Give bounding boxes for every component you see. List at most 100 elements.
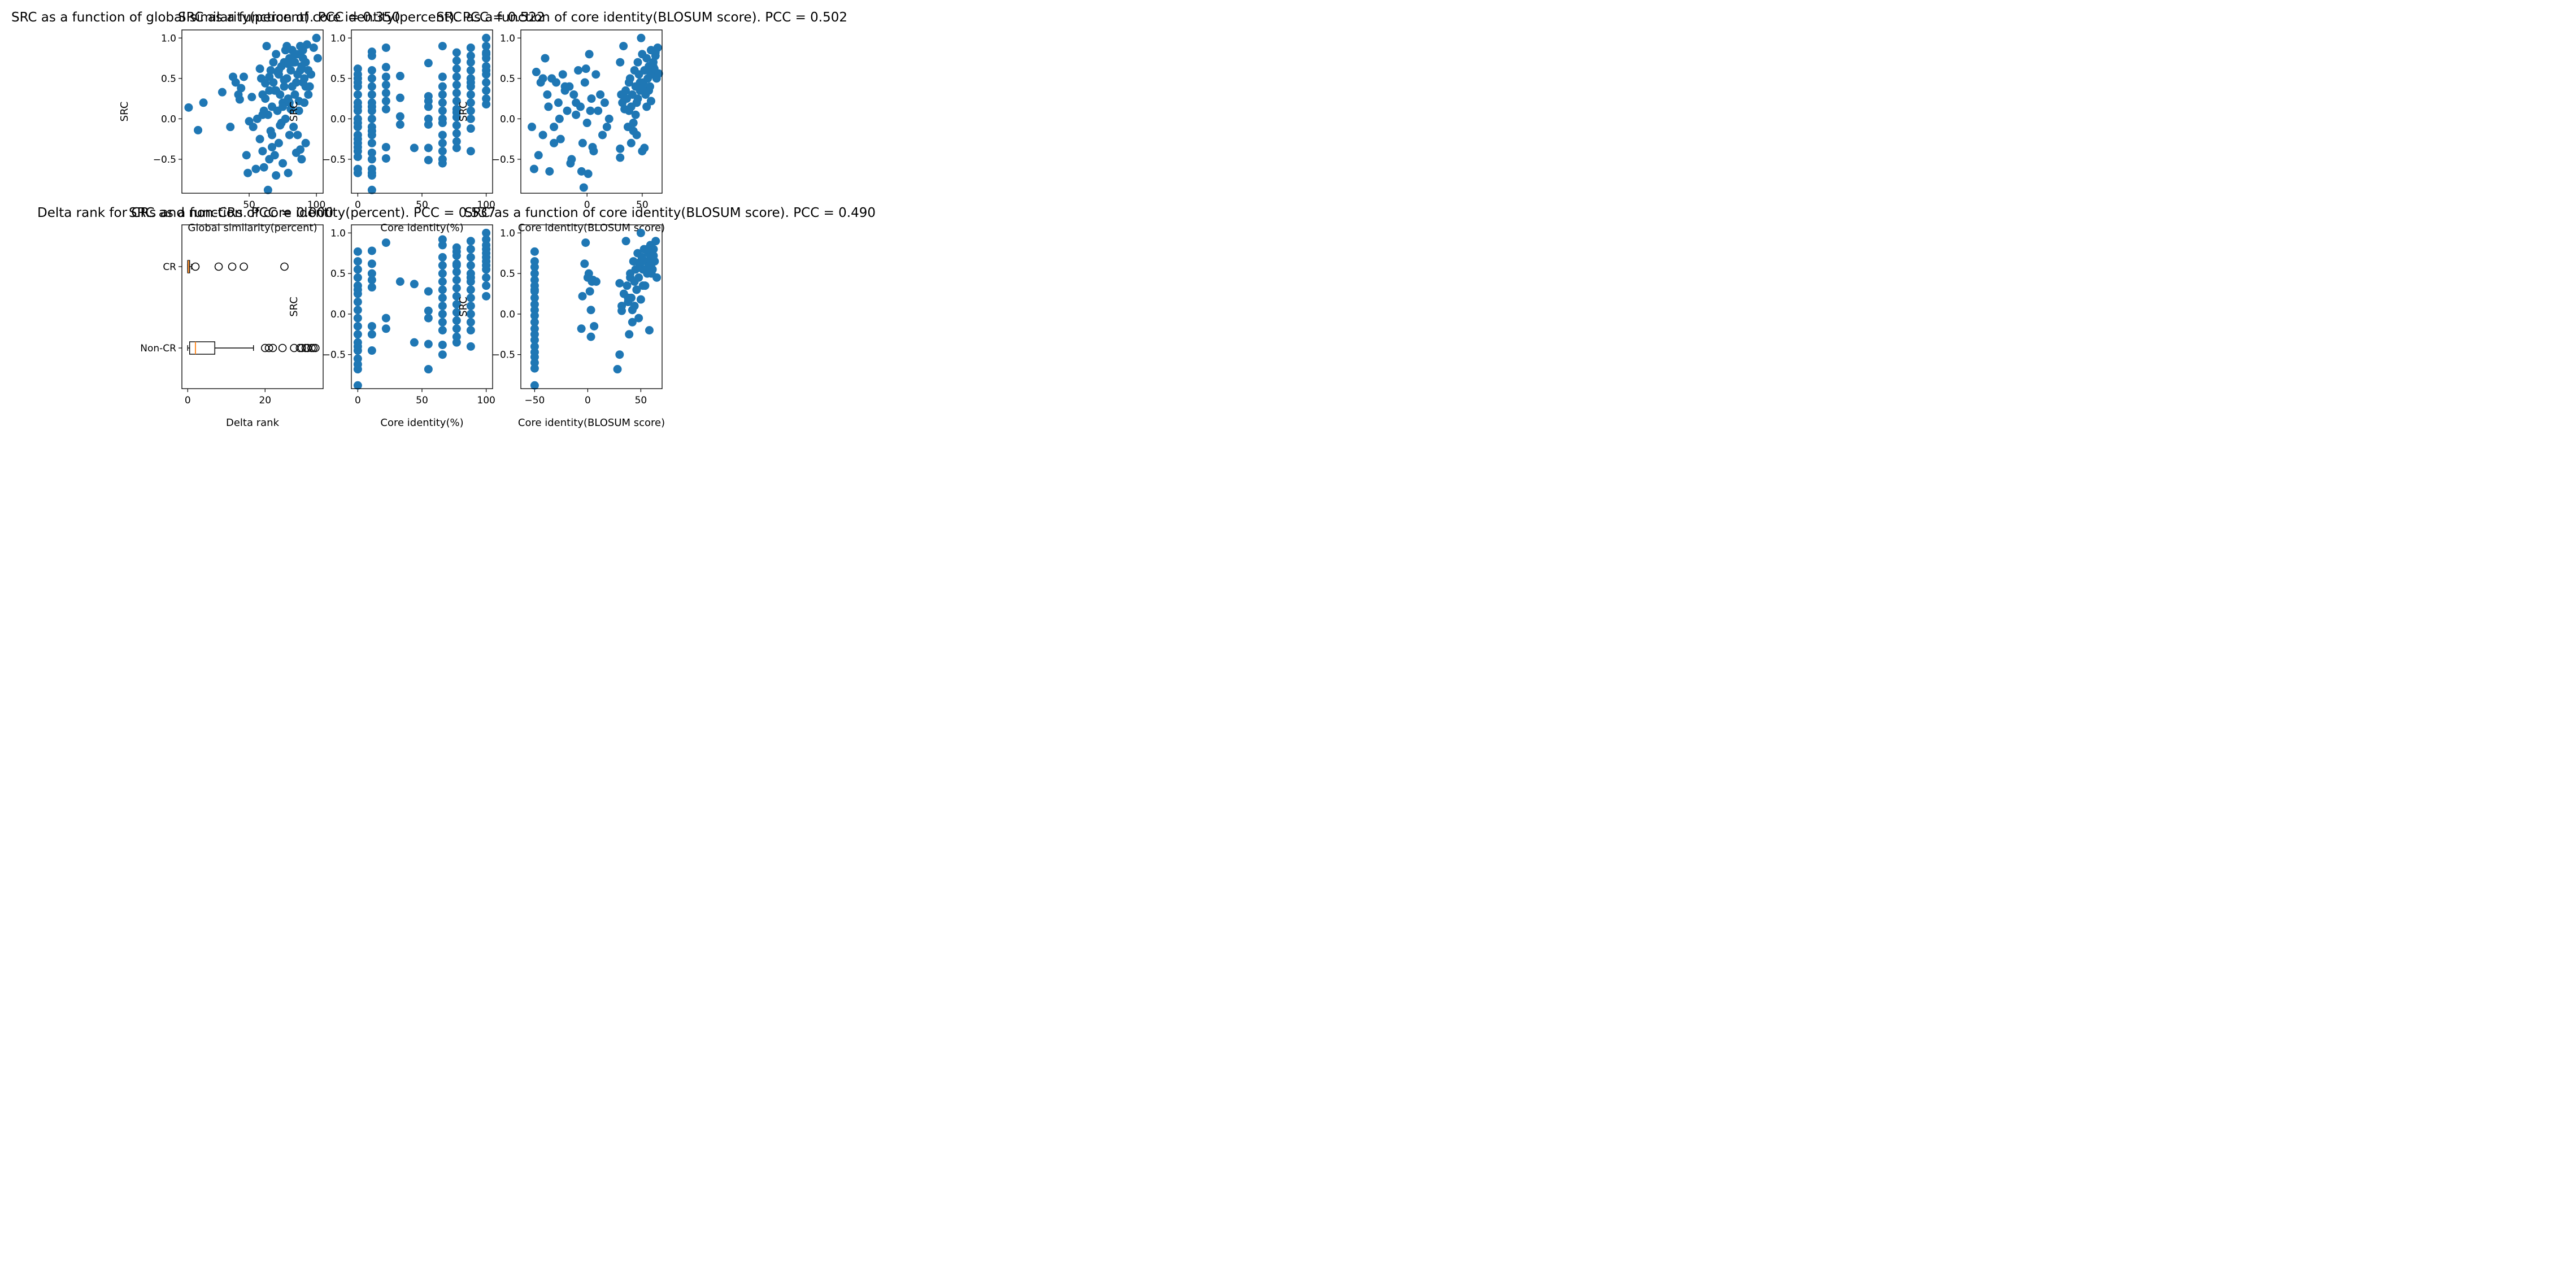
scatter-point [353,257,362,266]
scatter-point [579,183,588,192]
scatter-point [586,106,595,115]
box-outlier [298,343,306,353]
scatter-point [529,164,538,173]
scatter-point [617,306,626,315]
scatter-point [367,185,376,194]
scatter-point [482,281,491,290]
x-tick-label: 0 [185,395,191,406]
scatter-point [596,90,605,99]
figure: 50 100 −0.5 0.0 0.5 1.0 SRC Global similarity(p… [0,0,881,438]
scatter-point [424,287,433,296]
scatter-point [294,97,303,106]
scatter-point [395,72,404,81]
scatter-point [645,86,654,95]
scatter-point [367,321,376,330]
scatter-point [646,97,655,106]
scatter-point [530,381,539,390]
panel-e: 0 50 100 −0.5 0.0 0.5 1.0 SRC Core identity(%) [288,224,495,429]
box-outlier [307,343,316,353]
scatter-point [636,257,645,266]
scatter-point [482,50,491,59]
scatter-point [438,130,447,140]
box-outlier [278,343,287,353]
scatter-point [466,106,475,115]
scatter-point [242,151,251,160]
scatter-point [438,350,447,359]
scatter-point [452,80,461,89]
scatter-point [273,67,282,76]
scatter-point [550,138,559,147]
y-tick-label: 1.0 [161,33,176,44]
scatter-point [577,167,586,176]
scatter-point [554,98,563,107]
box-iqr [189,341,215,355]
axes-frame [181,224,324,389]
scatter-point [395,120,404,129]
scatter-point [556,134,565,143]
x-tick-label: −50 [524,395,545,406]
y-tick-label: 0.0 [161,114,176,125]
scatter-point [647,259,656,268]
scatter-point [381,314,390,323]
box-outlier [240,262,248,271]
scatter-point [438,72,447,81]
scatter-point [534,151,543,160]
scatter-point [452,300,461,309]
scatter-point [530,285,539,294]
scatter-point [199,98,208,107]
scatter-point [649,245,658,254]
scatter-point [272,171,281,180]
scatter-point [452,56,461,65]
scatter-point [616,58,625,67]
scatter-point [367,276,376,285]
scatter-point [581,64,590,73]
scatter-point [243,168,253,177]
scatter-point [395,112,404,121]
category-label: CR [163,262,176,273]
scatter-point [353,330,362,339]
scatter-point [381,154,390,163]
y-tick-label: −0.5 [492,350,515,361]
scatter-point [452,72,461,81]
scatter-point [266,66,275,75]
scatter-point [438,302,447,311]
scatter-point [367,82,376,91]
scatter-point [367,346,376,355]
scatter-point [367,155,376,164]
scatter-point [466,261,475,270]
y-tick-label: −0.5 [153,154,176,166]
scatter-point [353,102,362,111]
scatter-point [541,54,550,63]
scatter-point [630,302,639,311]
scatter-point [578,138,587,147]
scatter-point [235,95,244,104]
scatter-point [272,50,281,59]
scatter-point [395,93,404,102]
scatter-point [466,51,475,60]
scatter-point [651,237,660,246]
scatter-point [438,261,447,270]
x-tick-label: 0 [355,199,361,211]
scatter-point [452,247,461,256]
scatter-point [367,102,376,111]
x-tick-label: 100 [307,199,325,211]
scatter-point [269,58,278,67]
scatter-point [621,237,630,246]
scatter-point [649,58,658,67]
axes-frame [351,224,493,389]
box-outlier [280,262,289,271]
scatter-point [247,93,256,102]
scatter-point [424,59,433,68]
scatter-point [577,324,586,333]
scatter-point [452,129,461,138]
scatter-point [297,64,306,73]
scatter-point [580,259,589,268]
scatter-point [286,66,295,75]
scatter-point [482,228,491,237]
box-outlier [311,343,320,353]
scatter-point [528,123,537,132]
scatter-point [268,142,277,151]
scatter-point [367,269,376,278]
scatter-point [615,279,624,288]
scatter-point [626,273,635,282]
